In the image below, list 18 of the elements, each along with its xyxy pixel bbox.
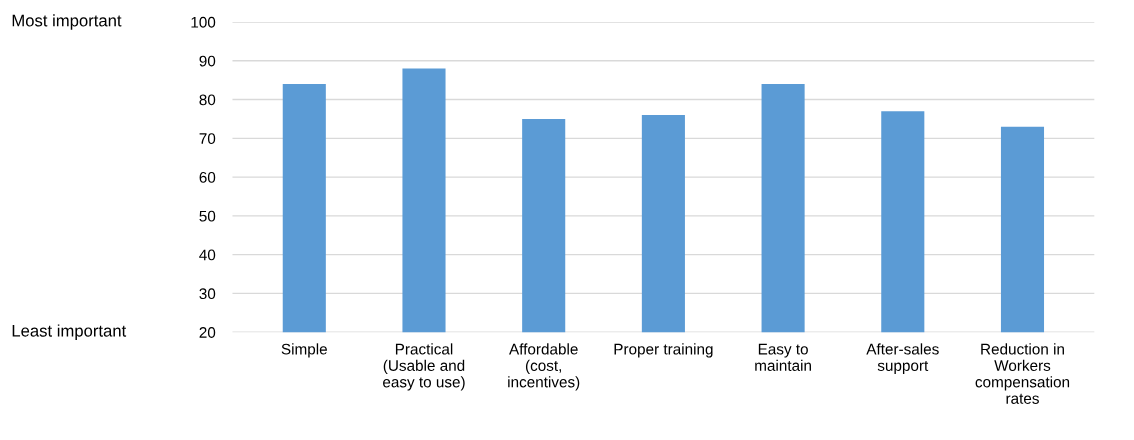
x-tick-label: Simple [281, 343, 327, 358]
y-tick-label: 40 [199, 249, 216, 261]
y-tick-label: 70 [199, 133, 216, 145]
y-tick-label: 100 [191, 16, 216, 28]
x-tick-label: Practical (Usable and easy to use) [383, 343, 465, 391]
x-tick-label: After-sales support [866, 343, 939, 375]
y-tick-label: 30 [199, 288, 216, 300]
y-tick-label: 90 [199, 55, 216, 67]
text: Least important [12, 324, 127, 340]
x-tick-label: Reduction in Workers compensation rates [975, 343, 1070, 404]
y-tick-label: 60 [199, 171, 216, 183]
x-tick-label: Proper training [614, 343, 713, 358]
y-tick-label: 80 [199, 94, 216, 106]
y-tick-label: 20 [199, 327, 216, 338]
y-tick-label: 50 [199, 210, 216, 222]
text: Most important [12, 14, 122, 30]
x-tick-label: Affordable (cost, incentives) [508, 343, 580, 391]
x-tick-label: Easy to maintain [755, 343, 811, 371]
